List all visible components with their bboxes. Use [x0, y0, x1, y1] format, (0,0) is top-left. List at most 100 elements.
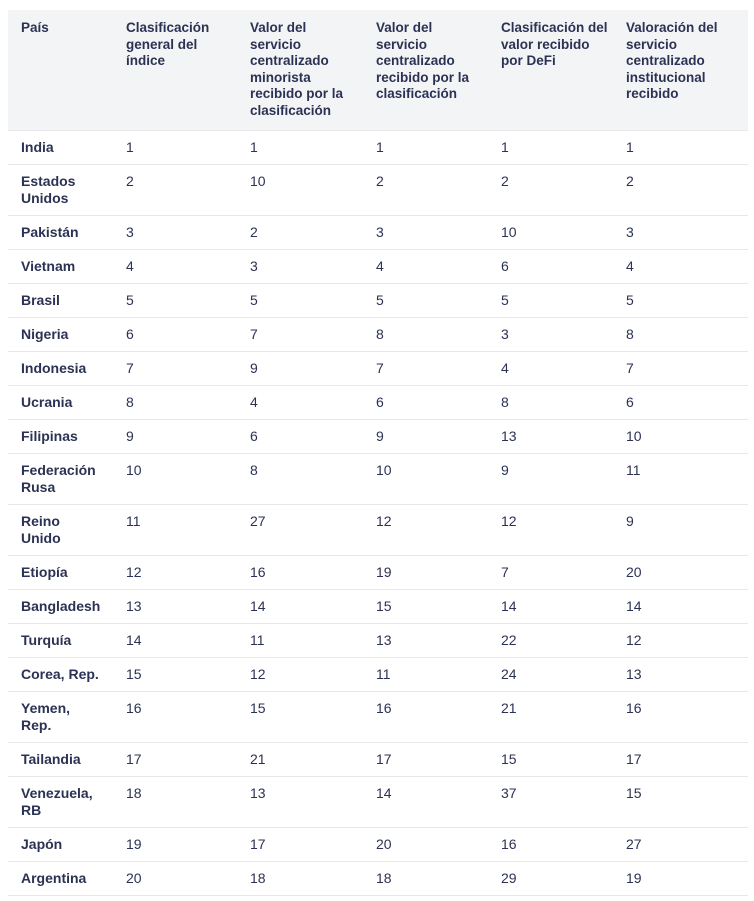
header-row: País Clasificación general del índice Valo… [8, 10, 748, 131]
country-cell: Yemen, Rep. [8, 691, 126, 743]
table-row: Reino Unido 11 27 12 12 9 [8, 504, 748, 556]
rank-cell: 4 [126, 249, 250, 284]
rank-cell: 6 [126, 317, 250, 352]
table-row: India 1 1 1 1 1 [8, 130, 748, 165]
rank-cell: 11 [376, 657, 501, 692]
rank-cell: 10 [250, 164, 376, 216]
table-row: Argentina 20 18 18 29 19 [8, 861, 748, 896]
rank-cell: 2 [126, 164, 250, 216]
rank-cell: 12 [501, 504, 626, 556]
rank-cell: 16 [250, 555, 376, 590]
rank-cell: 8 [126, 385, 250, 420]
rank-cell: 5 [126, 283, 250, 318]
rank-cell: 12 [126, 555, 250, 590]
rank-cell: 7 [250, 317, 376, 352]
country-cell: Nigeria [8, 317, 126, 352]
country-cell: Federación Rusa [8, 453, 126, 505]
rank-cell: 13 [250, 776, 376, 828]
rank-cell: 24 [501, 657, 626, 692]
rank-cell: 10 [376, 453, 501, 505]
rank-cell: 22 [501, 623, 626, 658]
rank-cell: 6 [501, 249, 626, 284]
table-row: Bangladesh 13 14 15 14 14 [8, 589, 748, 624]
country-cell: Pakistán [8, 215, 126, 250]
table-row: Nigeria 6 7 8 3 8 [8, 317, 748, 352]
column-header: Clasificación del valor recibido por DeF… [501, 10, 626, 131]
rank-cell: 13 [501, 419, 626, 454]
rank-cell: 12 [250, 657, 376, 692]
rank-cell: 7 [126, 351, 250, 386]
rank-cell: 16 [626, 691, 748, 743]
rank-cell: 18 [126, 776, 250, 828]
country-cell: Etiopía [8, 555, 126, 590]
rank-cell: 1 [501, 130, 626, 165]
rank-cell: 1 [626, 130, 748, 165]
rank-cell: 19 [376, 555, 501, 590]
country-cell: Turquía [8, 623, 126, 658]
rank-cell: 17 [626, 742, 748, 777]
country-cell: India [8, 130, 126, 165]
rank-cell: 27 [626, 827, 748, 862]
table-row: Ucrania 8 4 6 8 6 [8, 385, 748, 420]
rank-cell: 8 [501, 385, 626, 420]
rank-cell: 4 [250, 385, 376, 420]
rank-cell: 16 [126, 691, 250, 743]
country-cell: Ucrania [8, 385, 126, 420]
rank-cell: 12 [376, 504, 501, 556]
table-row: Japón 19 17 20 16 27 [8, 827, 748, 862]
rank-cell: 1 [126, 130, 250, 165]
rank-cell: 20 [376, 827, 501, 862]
table-row: Etiopía 12 16 19 7 20 [8, 555, 748, 590]
rank-cell: 6 [376, 385, 501, 420]
rank-cell: 13 [126, 589, 250, 624]
country-cell: Reino Unido [8, 504, 126, 556]
rank-cell: 27 [250, 504, 376, 556]
rank-cell: 6 [250, 419, 376, 454]
rank-cell: 14 [376, 776, 501, 828]
rank-cell: 5 [626, 283, 748, 318]
rank-cell: 18 [376, 861, 501, 896]
rank-cell: 15 [376, 589, 501, 624]
rank-cell: 7 [626, 351, 748, 386]
rank-cell: 18 [250, 861, 376, 896]
rank-cell: 6 [626, 385, 748, 420]
rank-cell: 3 [376, 215, 501, 250]
rank-cell: 16 [501, 827, 626, 862]
table-row: Indonesia 7 9 7 4 7 [8, 351, 748, 386]
country-cell: Vietnam [8, 249, 126, 284]
country-cell: Bangladesh [8, 589, 126, 624]
rank-cell: 15 [626, 776, 748, 828]
table-row: Pakistán 3 2 3 10 3 [8, 215, 748, 250]
table-row: Estados Unidos 2 10 2 2 2 [8, 164, 748, 216]
country-cell: Indonesia [8, 351, 126, 386]
rank-cell: 19 [126, 827, 250, 862]
rank-cell: 9 [376, 419, 501, 454]
rank-cell: 20 [126, 861, 250, 896]
rank-cell: 2 [501, 164, 626, 216]
rank-cell: 8 [250, 453, 376, 505]
rank-cell: 1 [376, 130, 501, 165]
country-cell: Estados Unidos [8, 164, 126, 216]
rank-cell: 17 [250, 827, 376, 862]
rank-cell: 29 [501, 861, 626, 896]
table-row: Corea, Rep. 15 12 11 24 13 [8, 657, 748, 692]
rank-cell: 8 [626, 317, 748, 352]
ranking-table: País Clasificación general del índice Valo… [8, 10, 748, 896]
rank-cell: 2 [626, 164, 748, 216]
table-row: Yemen, Rep. 16 15 16 21 16 [8, 691, 748, 743]
country-cell: Corea, Rep. [8, 657, 126, 692]
rank-cell: 19 [626, 861, 748, 896]
rank-cell: 14 [501, 589, 626, 624]
rank-cell: 1 [250, 130, 376, 165]
rank-cell: 21 [501, 691, 626, 743]
rank-cell: 17 [376, 742, 501, 777]
column-header: Clasificación general del índice [126, 10, 250, 131]
table-body: India 1 1 1 1 1 Estados Unidos 2 10 2 2 2 Pakistán 3 2… [8, 130, 748, 896]
column-header: País [8, 10, 126, 131]
rank-cell: 2 [376, 164, 501, 216]
rank-cell: 8 [376, 317, 501, 352]
table-row: Brasil 5 5 5 5 5 [8, 283, 748, 318]
table-head: País Clasificación general del índice Valo… [8, 10, 748, 131]
country-cell: Filipinas [8, 419, 126, 454]
table-row: Federación Rusa 10 8 10 9 11 [8, 453, 748, 505]
